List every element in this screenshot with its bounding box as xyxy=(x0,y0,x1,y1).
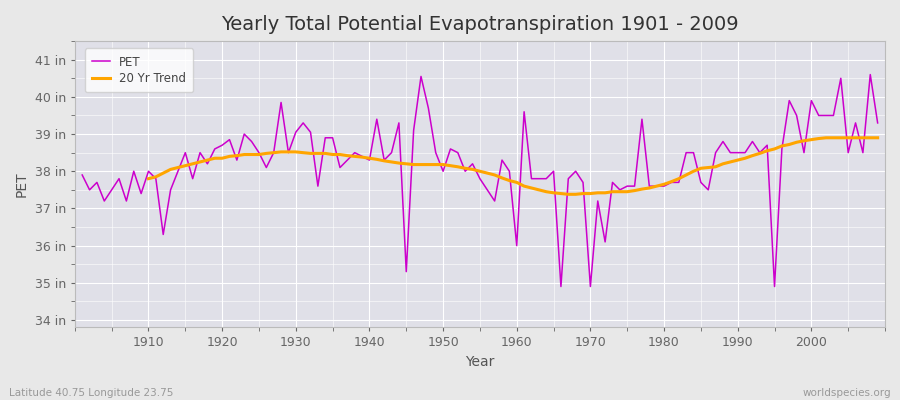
Line: PET: PET xyxy=(82,74,878,286)
PET xyxy=(608,180,618,185)
20 Yr Trend xyxy=(821,135,832,140)
X-axis label: Year: Year xyxy=(465,355,495,369)
20 Yr Trend xyxy=(828,135,839,140)
20 Yr Trend xyxy=(872,135,883,140)
PET xyxy=(342,158,353,162)
Legend: PET, 20 Yr Trend: PET, 20 Yr Trend xyxy=(85,48,194,92)
PET xyxy=(76,172,87,177)
Text: Latitude 40.75 Longitude 23.75: Latitude 40.75 Longitude 23.75 xyxy=(9,388,174,398)
PET xyxy=(865,72,876,77)
Line: 20 Yr Trend: 20 Yr Trend xyxy=(148,138,878,194)
Text: worldspecies.org: worldspecies.org xyxy=(803,388,891,398)
PET xyxy=(298,120,309,125)
PET xyxy=(872,120,883,125)
20 Yr Trend xyxy=(562,192,573,197)
PET xyxy=(504,169,515,174)
Title: Yearly Total Potential Evapotranspiration 1901 - 2009: Yearly Total Potential Evapotranspiratio… xyxy=(221,15,739,34)
20 Yr Trend xyxy=(283,150,293,154)
20 Yr Trend xyxy=(312,151,323,156)
PET xyxy=(511,243,522,248)
20 Yr Trend xyxy=(518,184,529,188)
PET xyxy=(555,284,566,289)
20 Yr Trend xyxy=(585,191,596,196)
PET xyxy=(136,191,147,196)
Y-axis label: PET: PET xyxy=(15,172,29,197)
20 Yr Trend xyxy=(143,176,154,181)
20 Yr Trend xyxy=(850,135,861,140)
